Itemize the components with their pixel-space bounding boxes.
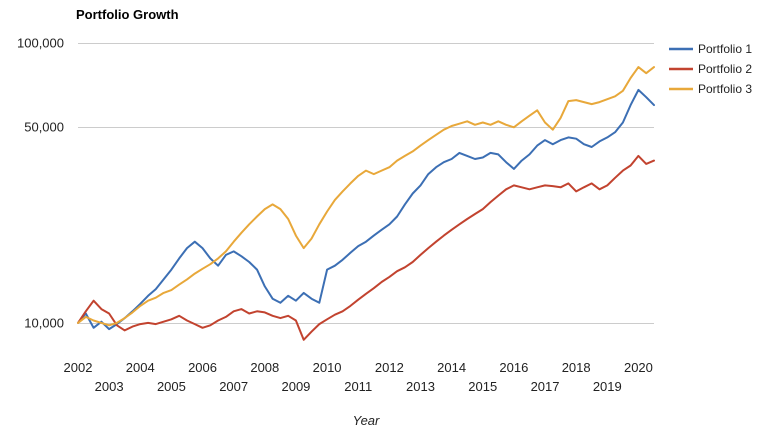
chart-title: Portfolio Growth	[76, 7, 179, 22]
x-tick-label: 2007	[219, 379, 248, 394]
x-tick-label: 2010	[313, 360, 342, 375]
series-line-portfolio-2	[77, 154, 655, 341]
x-tick-label: 2008	[250, 360, 279, 375]
y-axis-ticks: 10,000 50,000 100,000	[17, 36, 64, 331]
x-tick-label: 2012	[375, 360, 404, 375]
x-tick-label: 2004	[126, 360, 155, 375]
x-tick-label: 2005	[157, 379, 186, 394]
x-tick-label: 2017	[531, 379, 560, 394]
gridlines	[78, 43, 654, 324]
series-line-portfolio-3	[77, 66, 655, 327]
x-axis-title: Year	[353, 413, 380, 428]
legend: Portfolio 1 Portfolio 2 Portfolio 3	[669, 42, 752, 96]
y-tick-label: 100,000	[17, 36, 64, 51]
x-tick-label: 2009	[281, 379, 310, 394]
legend-label: Portfolio 1	[698, 42, 752, 56]
x-axis-ticks: 2002200320042005200620072008200920102011…	[64, 360, 653, 394]
legend-label: Portfolio 2	[698, 62, 752, 76]
x-tick-label: 2015	[468, 379, 497, 394]
x-tick-label: 2018	[562, 360, 591, 375]
x-tick-label: 2013	[406, 379, 435, 394]
x-tick-label: 2016	[499, 360, 528, 375]
x-tick-label: 2006	[188, 360, 217, 375]
x-tick-label: 2014	[437, 360, 466, 375]
y-tick-label: 10,000	[24, 316, 64, 331]
x-tick-label: 2019	[593, 379, 622, 394]
x-tick-label: 2002	[64, 360, 93, 375]
x-tick-label: 2003	[95, 379, 124, 394]
legend-label: Portfolio 3	[698, 82, 752, 96]
x-tick-label: 2020	[624, 360, 653, 375]
series-line-portfolio-1	[77, 88, 655, 331]
x-tick-label: 2011	[344, 379, 372, 394]
y-tick-label: 50,000	[24, 120, 64, 135]
series-lines	[77, 66, 655, 341]
